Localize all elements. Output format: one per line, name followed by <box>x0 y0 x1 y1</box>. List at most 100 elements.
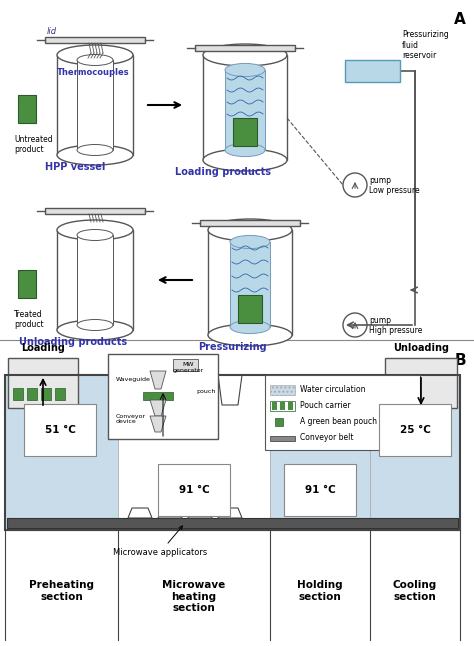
Ellipse shape <box>57 145 133 165</box>
Polygon shape <box>188 508 212 518</box>
Text: Conveyor belt: Conveyor belt <box>300 433 354 443</box>
Text: MW
generator: MW generator <box>173 362 204 373</box>
Circle shape <box>343 173 367 197</box>
Ellipse shape <box>225 143 265 156</box>
Text: pouch: pouch <box>196 390 215 395</box>
Text: Treated
product: Treated product <box>14 310 44 329</box>
Text: Loading: Loading <box>21 343 65 353</box>
Text: pump: pump <box>369 316 391 325</box>
Bar <box>265 375 420 450</box>
Polygon shape <box>45 37 145 43</box>
Text: Microwave applicators: Microwave applicators <box>113 526 207 557</box>
Text: Waveguide: Waveguide <box>116 377 151 382</box>
Ellipse shape <box>203 149 287 171</box>
Text: 25 °C: 25 °C <box>400 425 430 435</box>
Polygon shape <box>158 508 182 518</box>
Bar <box>370 375 460 530</box>
Polygon shape <box>77 60 113 150</box>
Circle shape <box>343 313 367 337</box>
Text: Pressurizing
fluid
reservoir: Pressurizing fluid reservoir <box>402 30 449 60</box>
Text: B: B <box>454 353 466 368</box>
Ellipse shape <box>57 320 133 340</box>
Ellipse shape <box>225 63 265 77</box>
Polygon shape <box>57 230 133 330</box>
Text: Unloading: Unloading <box>393 343 449 353</box>
Polygon shape <box>225 70 265 150</box>
Ellipse shape <box>57 220 133 240</box>
FancyBboxPatch shape <box>238 295 262 323</box>
FancyBboxPatch shape <box>270 436 295 441</box>
Polygon shape <box>218 508 242 518</box>
Ellipse shape <box>77 145 113 156</box>
Text: Unloading products: Unloading products <box>19 337 127 347</box>
FancyBboxPatch shape <box>143 392 173 400</box>
FancyBboxPatch shape <box>233 118 257 146</box>
FancyBboxPatch shape <box>27 388 37 400</box>
FancyBboxPatch shape <box>55 388 65 400</box>
Text: A: A <box>454 12 466 27</box>
Text: High pressure: High pressure <box>369 326 422 335</box>
Text: pump: pump <box>369 176 391 185</box>
Bar <box>7 518 458 528</box>
Bar <box>173 359 198 371</box>
Polygon shape <box>230 242 270 327</box>
FancyBboxPatch shape <box>275 418 283 426</box>
Polygon shape <box>150 416 166 432</box>
Polygon shape <box>57 55 133 155</box>
Text: A green bean pouch: A green bean pouch <box>300 417 377 426</box>
Bar <box>5 375 118 530</box>
Text: Preheating
section: Preheating section <box>29 580 94 601</box>
FancyBboxPatch shape <box>13 388 23 400</box>
Ellipse shape <box>77 54 113 65</box>
Ellipse shape <box>203 44 287 66</box>
Text: HPP vessel: HPP vessel <box>45 162 105 172</box>
Ellipse shape <box>77 320 113 331</box>
FancyBboxPatch shape <box>270 401 295 411</box>
Polygon shape <box>218 375 242 405</box>
Bar <box>270 375 370 530</box>
Polygon shape <box>158 375 182 405</box>
FancyBboxPatch shape <box>18 95 36 123</box>
FancyBboxPatch shape <box>270 385 295 395</box>
FancyBboxPatch shape <box>18 270 36 298</box>
Polygon shape <box>45 208 145 214</box>
Polygon shape <box>208 230 292 335</box>
Text: Holding
section: Holding section <box>297 580 343 601</box>
Text: Water circulation: Water circulation <box>300 386 365 395</box>
Ellipse shape <box>208 324 292 346</box>
Text: 51 °C: 51 °C <box>45 425 75 435</box>
Text: Conveyor
device: Conveyor device <box>116 413 146 424</box>
FancyBboxPatch shape <box>272 402 277 410</box>
Text: lid: lid <box>47 27 57 36</box>
Text: Loading products: Loading products <box>175 167 271 177</box>
Polygon shape <box>195 45 295 51</box>
Text: Thermocouples: Thermocouples <box>57 68 129 77</box>
FancyBboxPatch shape <box>288 402 293 410</box>
FancyBboxPatch shape <box>41 388 51 400</box>
Text: Pouch carrier: Pouch carrier <box>300 402 351 410</box>
Polygon shape <box>188 375 212 405</box>
Text: Low pressure: Low pressure <box>369 186 419 195</box>
Text: Untreated
product: Untreated product <box>14 135 53 154</box>
Text: Cooling
section: Cooling section <box>393 580 437 601</box>
Ellipse shape <box>208 219 292 241</box>
FancyBboxPatch shape <box>280 402 285 410</box>
Text: 91 °C: 91 °C <box>179 485 210 495</box>
Text: 91 °C: 91 °C <box>305 485 336 495</box>
FancyBboxPatch shape <box>345 60 400 82</box>
Ellipse shape <box>230 235 270 249</box>
Bar <box>8 358 78 408</box>
Ellipse shape <box>57 45 133 65</box>
Ellipse shape <box>230 320 270 333</box>
Bar <box>385 358 457 408</box>
Text: Pressurizing: Pressurizing <box>198 342 266 352</box>
Polygon shape <box>77 235 113 325</box>
Bar <box>118 375 270 530</box>
Ellipse shape <box>77 229 113 240</box>
Polygon shape <box>203 55 287 160</box>
Bar <box>5 375 460 530</box>
Polygon shape <box>200 220 300 226</box>
Polygon shape <box>128 508 152 518</box>
Text: Microwave
heating
section: Microwave heating section <box>163 580 226 613</box>
Bar <box>108 354 218 439</box>
